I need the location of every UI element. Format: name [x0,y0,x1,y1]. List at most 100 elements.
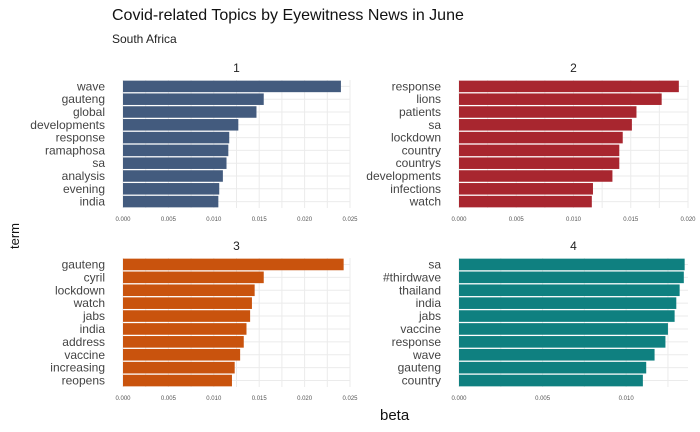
facet-label: 4 [570,239,577,253]
term-label: india [416,296,442,310]
bar [459,374,643,387]
bar [459,310,675,322]
bar [459,271,684,284]
bar [459,361,647,374]
x-tick-label: 0.000 [115,217,131,223]
bar [459,157,620,169]
term-label: cyril [84,270,105,284]
x-tick-label: 0.010 [206,217,222,223]
bar [459,119,632,131]
term-label: patients [399,105,441,119]
x-tick-label: 0.000 [451,217,467,223]
term-label: response [392,79,442,93]
term-label: sa [428,118,441,132]
term-label: #thirdwave [383,270,441,284]
bar [459,144,620,157]
term-label: sa [92,156,105,170]
bar [123,195,219,208]
term-label: infections [390,182,441,196]
term-label: countrys [396,156,441,170]
x-tick-label: 0.015 [252,217,268,223]
x-tick-label: 0.005 [161,217,177,223]
bar [123,131,230,144]
x-tick-label: 0.020 [680,217,696,223]
facet-panel-4: 4 sa#thirdwavethailandindiajabsvaccineres… [383,239,688,402]
term-label: jabs [418,309,441,323]
bar [459,195,592,208]
term-label: address [62,335,105,349]
term-label: gauteng [398,361,441,375]
term-label: india [80,322,106,336]
bar [123,323,247,335]
x-tick-label: 0.020 [297,217,313,223]
term-label: global [73,105,105,119]
bar [459,93,662,105]
term-label: ramaphosa [45,143,105,157]
bar [123,310,251,322]
term-label: wave [412,348,441,362]
x-axis-label: beta [380,407,410,424]
bar [459,80,679,93]
x-tick-label: 0.015 [623,217,639,223]
bar [123,144,229,157]
x-tick-label: 0.015 [252,396,268,402]
bar [123,348,241,361]
term-label: reopens [62,374,105,388]
x-tick-label: 0.020 [297,396,313,402]
term-label: watch [409,195,441,209]
bar [123,361,235,374]
bar [123,258,344,271]
bar [459,348,655,361]
facet-panel-2: 2 responselionspatientssalockdowncountryc… [366,61,696,223]
bar [123,284,255,297]
x-tick-label: 0.025 [342,217,358,223]
bar [459,170,613,182]
term-label: developments [30,118,105,132]
term-label: lockdown [391,131,441,145]
bar [123,106,257,118]
x-tick-label: 0.010 [566,217,582,223]
term-label: watch [73,296,105,310]
x-tick-label: 0.000 [115,396,131,402]
x-tick-label: 0.010 [206,396,222,402]
term-label: analysis [62,169,105,183]
term-label: response [56,131,106,145]
term-label: vaccine [64,348,105,362]
x-tick-label: 0.010 [619,396,635,402]
bar [459,106,637,118]
x-tick-label: 0.025 [342,396,358,402]
term-label: response [392,335,442,349]
x-tick-label: 0.005 [161,396,177,402]
bar [459,284,680,297]
term-label: vaccine [400,322,441,336]
bar [123,170,223,182]
bar [123,271,264,284]
term-label: india [80,195,106,209]
bar [123,336,244,348]
bar [459,131,623,144]
term-label: country [402,143,441,157]
term-label: gauteng [62,257,105,271]
term-label: sa [428,257,441,271]
bar [123,157,227,169]
bar [459,297,677,309]
term-label: country [402,374,441,388]
term-label: evening [63,182,105,196]
bar [123,119,239,131]
facet-label: 1 [233,61,240,75]
facet-panel-3: 3 gautengcyrillockdownwatchjabsindiaaddre… [50,239,358,402]
bar [123,80,341,93]
bar [459,336,666,348]
chart-subtitle: South Africa [112,32,177,46]
term-label: increasing [50,361,105,375]
bar [123,297,252,309]
term-label: lions [416,92,441,106]
bar [123,93,264,105]
term-label: gauteng [62,92,105,106]
facet-label: 2 [570,61,577,75]
term-label: thailand [399,283,441,297]
x-tick-label: 0.000 [451,396,467,402]
x-tick-label: 0.005 [535,396,551,402]
bar [459,183,593,195]
term-label: lockdown [55,283,105,297]
